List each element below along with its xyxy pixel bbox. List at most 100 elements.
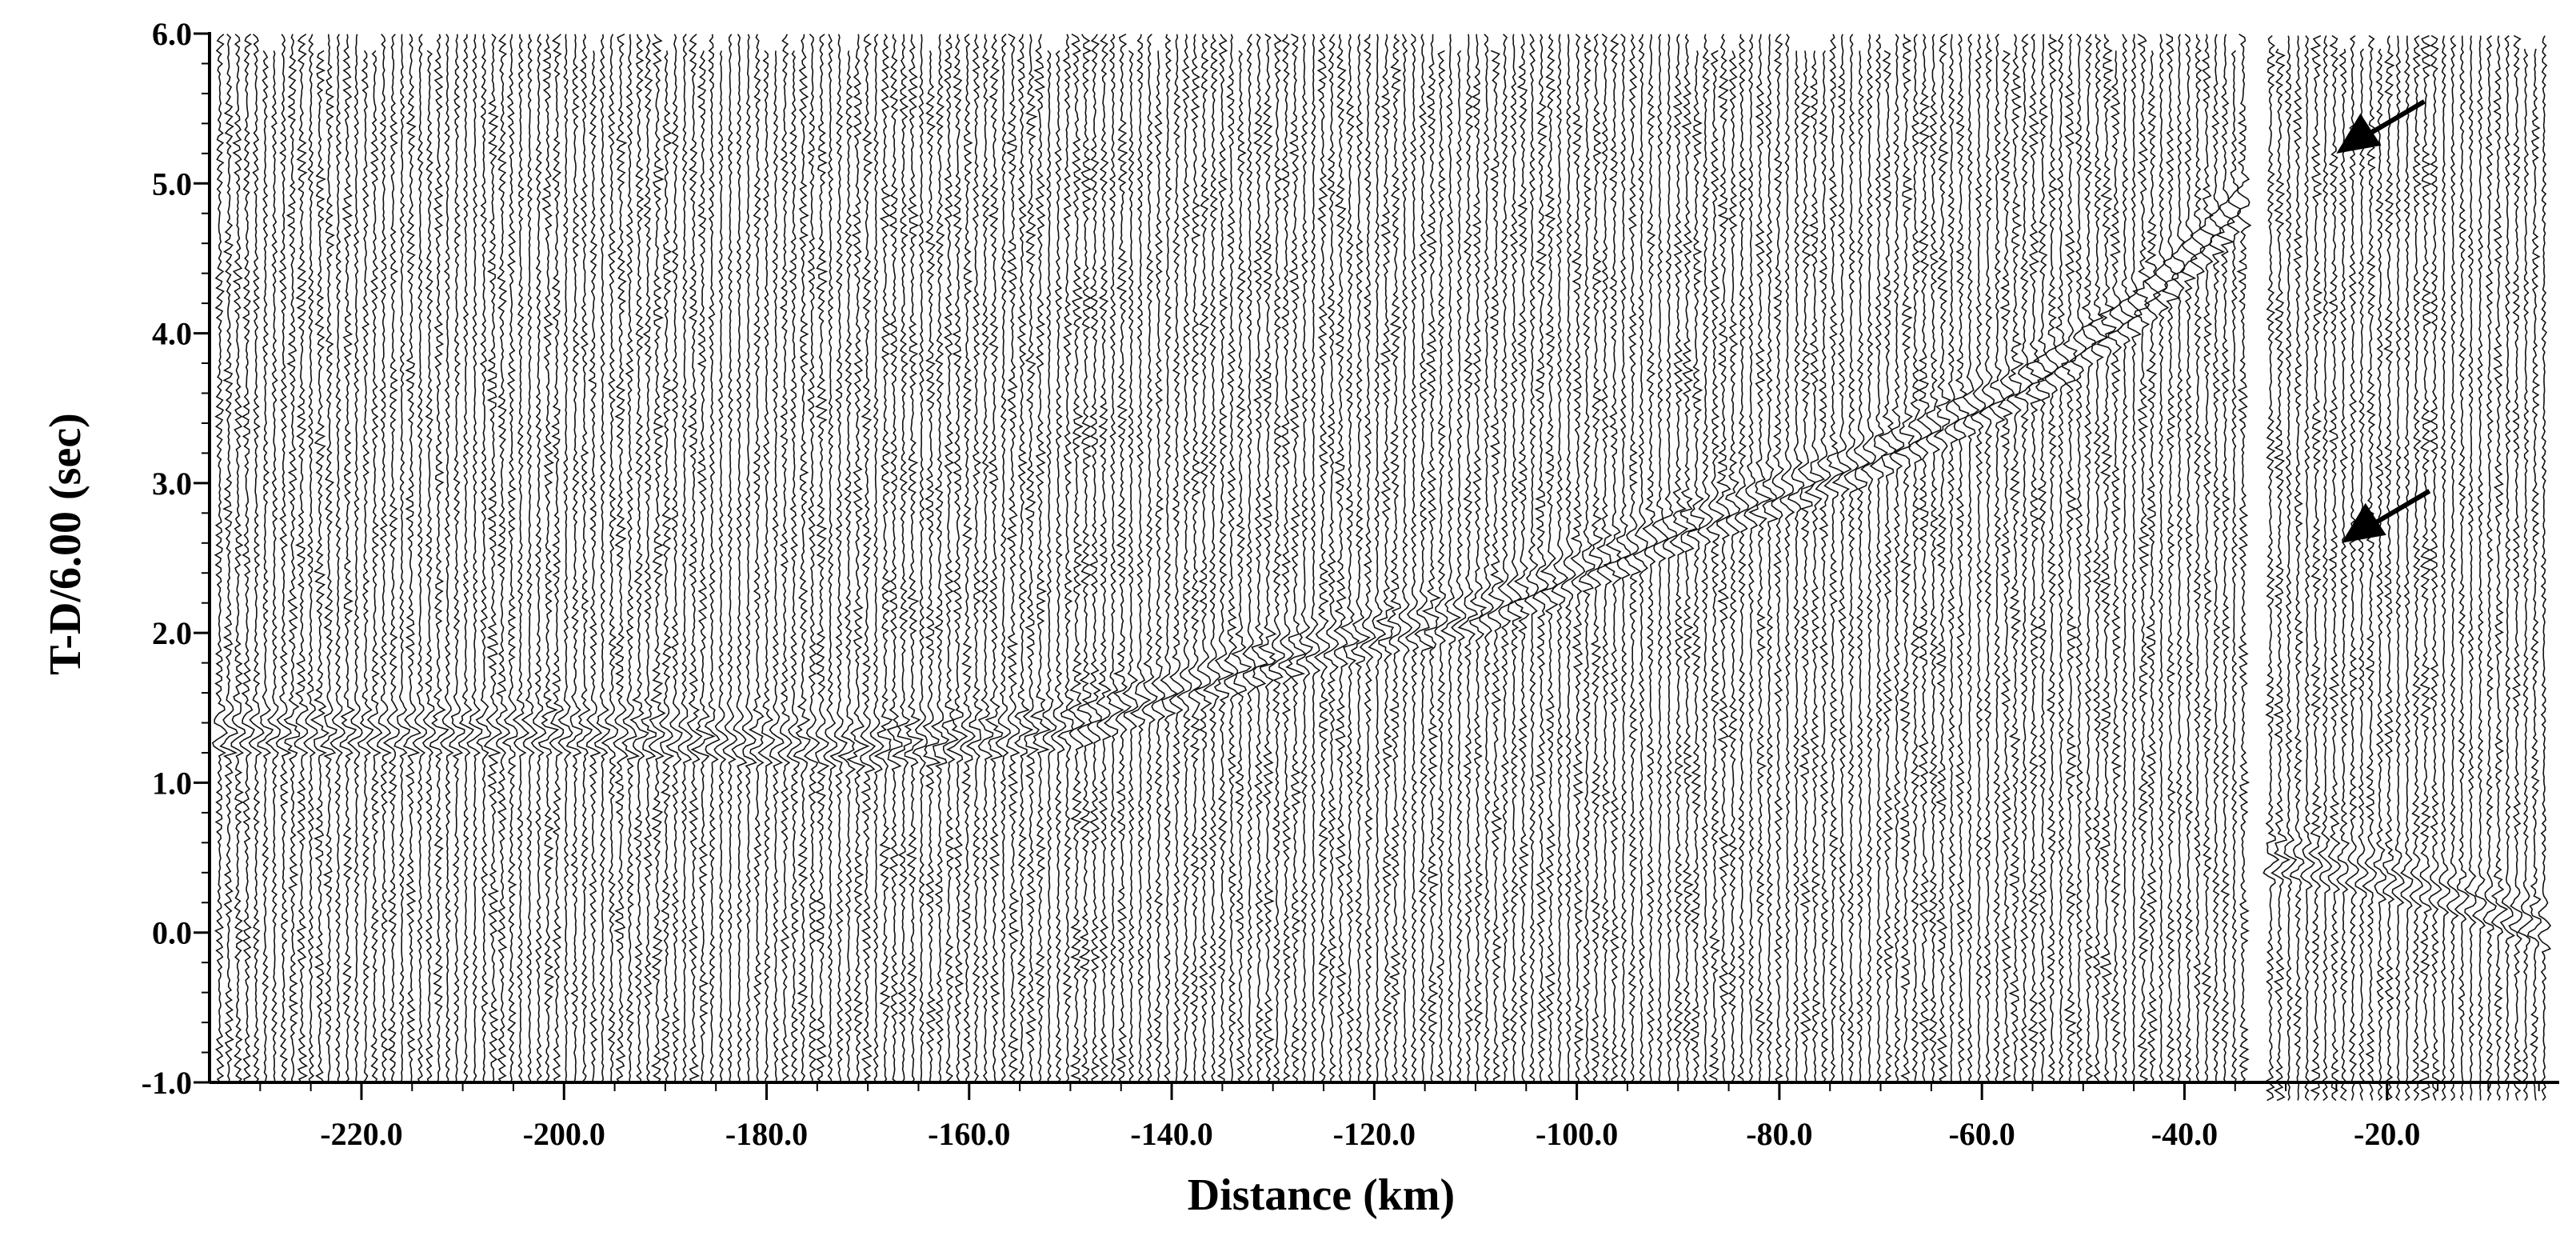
seismic-trace bbox=[2317, 35, 2333, 1102]
seismic-trace bbox=[2132, 34, 2152, 1083]
seismic-trace bbox=[984, 34, 1004, 1083]
seismic-trace bbox=[829, 34, 848, 1083]
seismic-trace bbox=[1669, 34, 1689, 1083]
seismic-trace bbox=[1224, 34, 1239, 1083]
seismic-trace bbox=[1524, 34, 1540, 1083]
seismic-trace bbox=[629, 34, 649, 1083]
seismic-trace bbox=[1368, 34, 1387, 1083]
y-tick-label: 6.0 bbox=[152, 16, 192, 52]
seismic-trace bbox=[1414, 34, 1435, 1083]
seismic-trace bbox=[1748, 34, 1773, 1083]
seismic-trace bbox=[1056, 34, 1074, 1083]
x-tick-label: -60.0 bbox=[1948, 1116, 2015, 1152]
seismic-trace bbox=[1067, 33, 1086, 1083]
seismic-trace bbox=[1151, 50, 1166, 1083]
seismic-trace bbox=[1771, 34, 1786, 1083]
seismic-trace bbox=[2190, 34, 2206, 1083]
seismic-trace bbox=[2428, 34, 2442, 1101]
seismic-trace bbox=[2199, 34, 2215, 1083]
seismic-trace bbox=[2107, 50, 2124, 1083]
seismic-trace bbox=[2526, 48, 2542, 1101]
seismic-trace bbox=[2281, 35, 2298, 1101]
seismic-trace bbox=[429, 34, 449, 1083]
seismic-trace bbox=[1230, 50, 1252, 1083]
x-tick-label: -100.0 bbox=[1536, 1116, 1618, 1152]
seismic-trace bbox=[319, 34, 337, 1083]
seismic-trace bbox=[769, 50, 785, 1083]
seismic-trace bbox=[2044, 34, 2059, 1083]
seismic-trace bbox=[1333, 34, 1348, 1083]
seismic-trace bbox=[466, 34, 483, 1083]
seismic-trace bbox=[1970, 34, 1987, 1083]
seismic-trace bbox=[393, 34, 411, 1083]
seismic-trace bbox=[238, 34, 255, 1083]
seismic-trace bbox=[1029, 34, 1052, 1083]
seismic-trace bbox=[2336, 48, 2350, 1102]
seismic-trace bbox=[283, 34, 301, 1083]
seismic-trace bbox=[1878, 50, 1897, 1083]
seismic-trace bbox=[1421, 34, 1441, 1083]
seismic-trace bbox=[786, 50, 802, 1083]
seismic-trace bbox=[1743, 34, 1759, 1083]
seismic-trace bbox=[1129, 34, 1152, 1083]
seismic-trace bbox=[1831, 34, 1852, 1083]
seismic-trace bbox=[621, 34, 641, 1082]
seismic-trace bbox=[257, 50, 274, 1083]
y-tick-label: -1.0 bbox=[142, 1065, 192, 1101]
seismic-trace bbox=[2127, 34, 2143, 1083]
seismic-trace bbox=[346, 34, 363, 1083]
seismic-trace bbox=[860, 34, 877, 1083]
seismic-trace bbox=[1889, 34, 1905, 1083]
seismic-trace bbox=[1551, 34, 1569, 1082]
seismic-trace bbox=[1285, 33, 1308, 1083]
seismic-trace bbox=[777, 34, 793, 1083]
seismic-trace bbox=[1915, 34, 1933, 1083]
seismic-trace bbox=[1112, 33, 1132, 1083]
seismic-trace bbox=[2418, 34, 2433, 1102]
seismic-trace bbox=[2079, 34, 2097, 1082]
seismic-trace bbox=[1762, 34, 1779, 1083]
seismic-trace bbox=[1815, 50, 1831, 1083]
y-axis-ticks: 6.0 5.0 4.0 3.0 2.0 1.0 0.0 -1.0 bbox=[142, 16, 210, 1101]
seismic-trace bbox=[1076, 34, 1094, 1083]
seismic-trace bbox=[1596, 34, 1613, 1083]
seismic-trace bbox=[357, 50, 374, 1083]
seismic-trace bbox=[731, 34, 748, 1083]
seismic-trace bbox=[665, 34, 683, 1083]
seismic-trace bbox=[1213, 34, 1235, 1083]
x-tick-label: -120.0 bbox=[1333, 1116, 1416, 1152]
seismic-trace bbox=[930, 34, 950, 1083]
seismic-trace bbox=[275, 34, 292, 1083]
seismic-trace bbox=[1122, 50, 1139, 1083]
seismic-trace bbox=[1340, 34, 1360, 1083]
seismic-trace bbox=[1997, 50, 2015, 1083]
seismic-trace bbox=[1168, 34, 1185, 1083]
seismic-trace bbox=[1803, 50, 1826, 1083]
seismic-trace bbox=[2463, 35, 2477, 1101]
seismic-trace bbox=[2209, 34, 2226, 1083]
x-tick-label: -220.0 bbox=[320, 1116, 402, 1152]
seismic-trace bbox=[1651, 34, 1670, 1083]
seismic-trace bbox=[1679, 34, 1698, 1083]
x-tick-label: -180.0 bbox=[725, 1116, 808, 1152]
seismic-trace bbox=[1313, 34, 1330, 1083]
seismic-trace bbox=[219, 34, 238, 1083]
seismic-trace bbox=[1539, 34, 1559, 1083]
seismic-trace bbox=[2014, 34, 2034, 1083]
seismic-trace bbox=[495, 34, 511, 1083]
seismic-trace bbox=[310, 50, 330, 1083]
seismic-trace bbox=[613, 33, 629, 1083]
seismic-trace bbox=[2171, 34, 2186, 1083]
seismic-trace bbox=[1513, 34, 1530, 1083]
seismic-trace bbox=[329, 34, 346, 1083]
seismic-trace bbox=[2152, 34, 2170, 1083]
seismic-trace bbox=[2373, 48, 2387, 1102]
seismic-trace bbox=[2409, 34, 2424, 1102]
seismic-trace bbox=[2308, 34, 2323, 1101]
seismic-traces bbox=[211, 33, 2552, 1102]
seismic-trace bbox=[2508, 34, 2523, 1101]
seismic-trace bbox=[1440, 34, 1462, 1083]
x-tick-label: -20.0 bbox=[2354, 1116, 2420, 1152]
seismic-trace bbox=[1005, 33, 1020, 1083]
